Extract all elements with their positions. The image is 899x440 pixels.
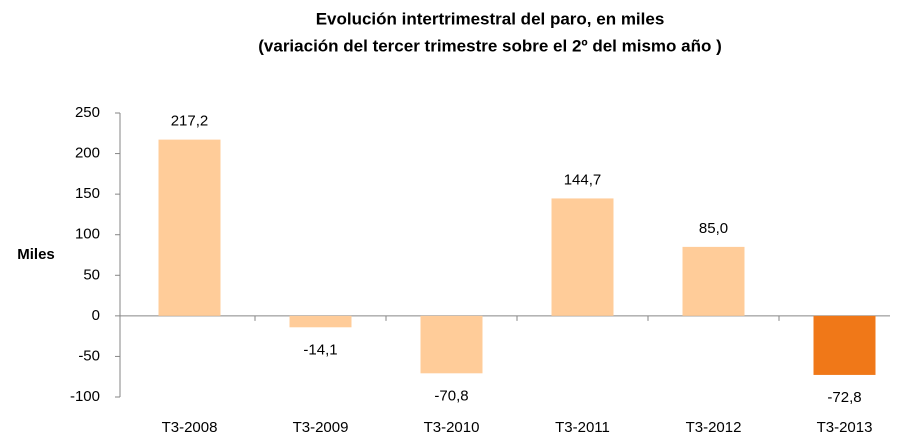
value-label: -72,8 — [827, 389, 861, 406]
x-tick-label: T3-2012 — [686, 419, 742, 436]
x-tick-label: T3-2011 — [555, 419, 610, 436]
chart-title: Evolución intertrimestral del paro, en m… — [316, 9, 665, 28]
y-tick-label: 50 — [83, 266, 100, 283]
value-label: 144,7 — [564, 171, 602, 188]
y-tick-label: -100 — [70, 388, 100, 405]
x-tick-label: T3-2013 — [817, 419, 873, 436]
value-label: -70,8 — [434, 387, 468, 404]
x-tick-label: T3-2010 — [424, 419, 480, 436]
x-tick-label: T3-2009 — [293, 419, 349, 436]
y-axis-label: Miles — [17, 246, 55, 263]
y-tick-label: 0 — [92, 307, 100, 324]
x-tick-label: T3-2008 — [162, 419, 218, 436]
value-label: 217,2 — [171, 113, 209, 130]
value-label: 85,0 — [699, 220, 728, 237]
chart-subtitle: (variación del tercer trimestre sobre el… — [258, 36, 722, 55]
y-tick-label: 100 — [75, 226, 100, 243]
y-tick-label: 250 — [75, 104, 100, 121]
bar — [420, 315, 483, 374]
bar — [289, 315, 352, 328]
bar — [813, 315, 876, 375]
bar — [682, 246, 745, 316]
bar — [551, 198, 614, 316]
y-tick-label: 150 — [75, 185, 100, 202]
value-label: -14,1 — [303, 341, 337, 358]
y-tick-label: -50 — [78, 347, 100, 364]
bar — [158, 139, 221, 316]
y-tick-label: 200 — [75, 145, 100, 162]
